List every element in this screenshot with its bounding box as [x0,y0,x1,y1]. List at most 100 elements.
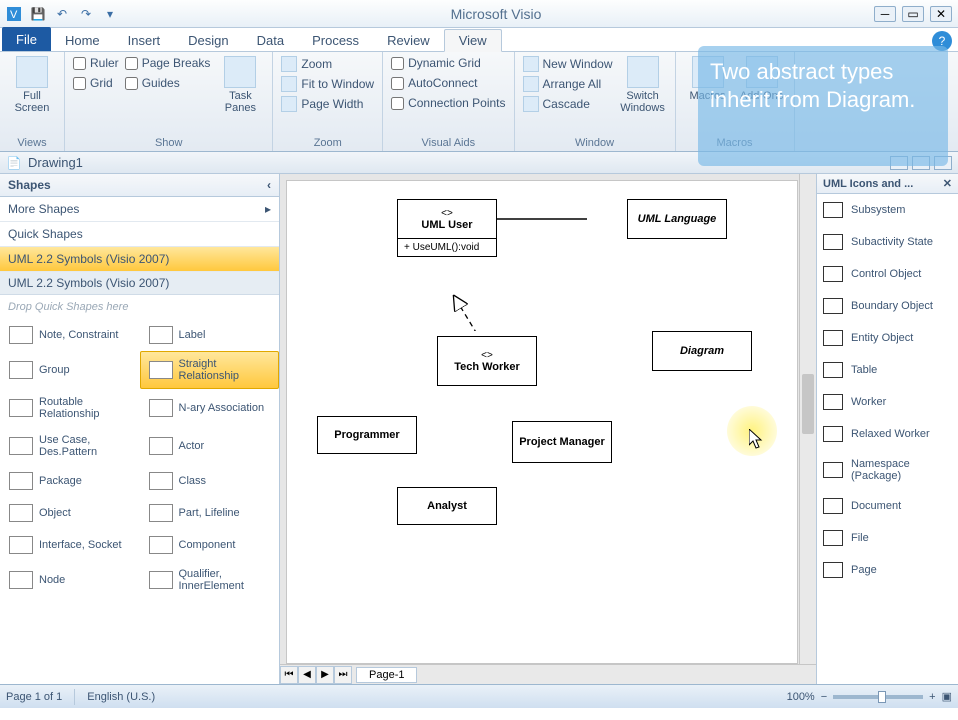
icon-label: File [851,532,869,544]
icon-item[interactable]: Boundary Object [817,290,958,322]
page-tab[interactable]: Page-1 [356,667,417,683]
shape-item[interactable]: Interface, Socket [0,529,140,561]
diagram-node-analyst[interactable]: Analyst [397,487,497,525]
save-icon[interactable]: 💾 [30,6,46,22]
guides-checkbox[interactable]: Guides [125,76,211,90]
qat-dropdown-icon[interactable]: ▾ [102,6,118,22]
uml-icon [823,498,843,514]
icons-close-icon[interactable]: ✕ [943,177,952,190]
uml-icon [823,298,843,314]
diagram-node-uml_user[interactable]: <>UML User [397,199,497,239]
arrangeall-button[interactable]: Arrange All [523,76,613,92]
zoom-handle[interactable] [878,691,886,703]
tab-view[interactable]: View [444,29,502,52]
page-prev-button[interactable]: ◀ [298,666,316,684]
shape-item[interactable]: Part, Lifeline [140,497,280,529]
zoom-out-button[interactable]: − [821,691,827,703]
icon-item[interactable]: Namespace (Package) [817,450,958,490]
icon-item[interactable]: Subsystem [817,194,958,226]
shape-icon [9,326,33,344]
zoom-button[interactable]: Zoom [281,56,374,72]
page-first-button[interactable]: ⏮ [280,666,298,684]
redo-icon[interactable]: ↷ [78,6,94,22]
pagebreaks-checkbox[interactable]: Page Breaks [125,56,211,70]
full-screen-button[interactable]: Full Screen [8,56,56,114]
node-name: UML Language [632,213,722,225]
quick-shapes-row[interactable]: Quick Shapes [0,222,279,247]
tab-review[interactable]: Review [373,30,444,51]
tab-data[interactable]: Data [243,30,298,51]
shape-item[interactable]: Package [0,465,140,497]
shape-label: Straight Relationship [179,358,271,382]
shape-label: Node [39,574,65,586]
diagram-node-uml_lang[interactable]: UML Language [627,199,727,239]
diagram-node-tech_worker[interactable]: <>Tech Worker [437,336,537,386]
shape-item[interactable]: Group [0,351,140,389]
tab-design[interactable]: Design [174,30,242,51]
shape-icon [9,361,33,379]
shape-icon [9,399,33,417]
fit-button[interactable]: Fit to Window [281,76,374,92]
cascade-button[interactable]: Cascade [523,96,613,112]
drop-hint: Drop Quick Shapes here [0,295,279,319]
ruler-checkbox[interactable]: Ruler [73,56,119,70]
shapes-collapse-icon[interactable]: ‹ [267,178,271,192]
dynamicgrid-label: Dynamic Grid [408,56,481,70]
undo-icon[interactable]: ↶ [54,6,70,22]
shape-item[interactable]: Label [140,319,280,351]
more-shapes-row[interactable]: More Shapes ▸ [0,197,279,222]
page-last-button[interactable]: ⏭ [334,666,352,684]
icon-item[interactable]: Table [817,354,958,386]
tab-process[interactable]: Process [298,30,373,51]
pagewidth-button[interactable]: Page Width [281,96,374,112]
shape-item[interactable]: Class [140,465,280,497]
maximize-button[interactable]: ▭ [902,6,924,22]
shape-item[interactable]: Object [0,497,140,529]
app-title: Microsoft Visio [124,6,868,22]
canvas[interactable]: <>UML User+ UseUML():voidUML LanguageDia… [286,180,798,664]
canvas-scrollbar-v[interactable] [799,174,816,664]
icon-item[interactable]: Document [817,490,958,522]
dynamicgrid-checkbox[interactable]: Dynamic Grid [391,56,505,70]
minimize-button[interactable]: ─ [874,6,896,22]
zoom-slider[interactable] [833,695,923,699]
icon-item[interactable]: Control Object [817,258,958,290]
shape-item[interactable]: N-ary Association [140,389,280,427]
uml-icon [823,362,843,378]
icon-item[interactable]: Worker [817,386,958,418]
shapes-panel: Shapes ‹ More Shapes ▸ Quick Shapes UML … [0,174,280,684]
diagram-node-diagram[interactable]: Diagram [652,331,752,371]
shapes-header: Shapes ‹ [0,174,279,197]
icon-item[interactable]: Entity Object [817,322,958,354]
diagram-node-programmer[interactable]: Programmer [317,416,417,454]
shape-item[interactable]: Routable Relationship [0,389,140,427]
shape-item[interactable]: Node [0,561,140,599]
zoom-in-button[interactable]: + [929,691,935,703]
scrollbar-thumb[interactable] [802,374,814,434]
shape-icon [9,504,33,522]
task-panes-button[interactable]: Task Panes [216,56,264,114]
stencil-selected-row[interactable]: UML 2.2 Symbols (Visio 2007) [0,247,279,272]
icon-item[interactable]: Page [817,554,958,586]
tab-insert[interactable]: Insert [114,30,175,51]
shape-item[interactable]: Qualifier, InnerElement [140,561,280,599]
icon-item[interactable]: Subactivity State [817,226,958,258]
connpoints-checkbox[interactable]: Connection Points [391,96,505,110]
shape-item[interactable]: Actor [140,427,280,465]
shape-item[interactable]: Note, Constraint [0,319,140,351]
diagram-node-pm[interactable]: Project Manager [512,421,612,463]
shape-item[interactable]: Use Case, Des.Pattern [0,427,140,465]
fit-page-button[interactable]: ▣ [942,690,952,703]
autoconnect-checkbox[interactable]: AutoConnect [391,76,505,90]
tab-home[interactable]: Home [51,30,114,51]
tab-file[interactable]: File [2,27,51,51]
icon-item[interactable]: File [817,522,958,554]
page-next-button[interactable]: ▶ [316,666,334,684]
shape-item[interactable]: Component [140,529,280,561]
shape-item[interactable]: Straight Relationship [140,351,280,389]
icon-item[interactable]: Relaxed Worker [817,418,958,450]
newwindow-button[interactable]: New Window [523,56,613,72]
grid-checkbox[interactable]: Grid [73,76,119,90]
switchwindows-button[interactable]: Switch Windows [619,56,667,114]
close-button[interactable]: ✕ [930,6,952,22]
